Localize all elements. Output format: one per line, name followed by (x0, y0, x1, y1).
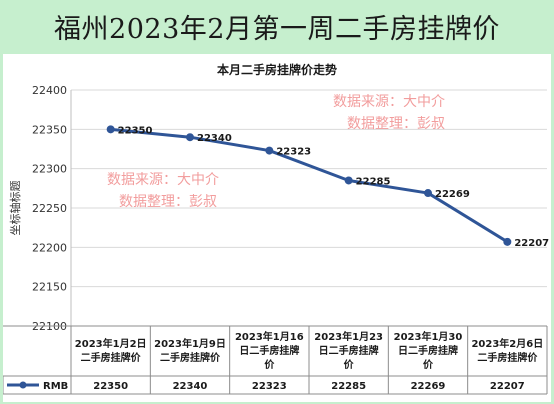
table-value: 22350 (93, 381, 128, 392)
y-tick-label: 22400 (32, 84, 67, 97)
legend-label: RMB (43, 381, 68, 392)
category-label: 日二手房挂牌 (398, 344, 458, 357)
data-point (344, 176, 353, 185)
data-point (265, 146, 274, 155)
chart-panel: 本月二手房挂牌价走势 坐标轴标题 22100 22150 22200 22250 22300… (3, 54, 551, 402)
table-value: 22269 (411, 381, 446, 392)
table-value: 22207 (490, 381, 525, 392)
series-line (110, 127, 509, 244)
category-label: 2023年1月2日 (75, 337, 147, 350)
y-tick-label: 22250 (32, 202, 67, 215)
watermark-source: 数据来源：大中介 (333, 94, 445, 110)
table-value: 22340 (173, 381, 208, 392)
chart-title: 本月二手房挂牌价走势 (217, 62, 337, 77)
data-point (186, 133, 194, 142)
data-label: 22269 (435, 189, 470, 200)
y-tick-label: 22150 (32, 281, 67, 294)
y-tick-label: 22300 (32, 163, 67, 176)
category-label: 价 (344, 359, 355, 371)
category-label: 日二手房挂牌 (239, 344, 299, 357)
category-label: 二手房挂牌价 (477, 351, 538, 364)
data-label: 22340 (197, 133, 232, 144)
title-band: 福州2023年2月第一周二手房挂牌价 (0, 0, 554, 52)
y-tick-label: 22350 (32, 123, 67, 136)
y-axis-title: 坐标轴标题 (8, 181, 22, 236)
data-point (106, 125, 115, 134)
category-label: 二手房挂牌价 (160, 351, 221, 364)
category-label: 日二手房挂牌 (319, 344, 379, 357)
data-label: 22285 (356, 176, 391, 187)
category-label: 价 (423, 359, 434, 371)
data-label: 22207 (514, 238, 549, 249)
y-tick-label: 22200 (32, 241, 67, 254)
page-title: 福州2023年2月第一周二手房挂牌价 (54, 14, 500, 45)
table-value: 22285 (331, 381, 366, 392)
category-label: 2023年1月16 (235, 330, 304, 343)
category-label: 2023年1月30 (394, 330, 463, 343)
table-value: 22323 (252, 381, 287, 392)
watermark-editor: 数据整理：彭叔 (119, 194, 217, 210)
data-point (503, 237, 512, 246)
category-label: 2023年1月23 (314, 330, 383, 343)
data-label: 22350 (118, 125, 153, 136)
category-label: 2023年2月6日 (471, 337, 543, 350)
category-label: 价 (264, 359, 275, 371)
watermark-editor: 数据整理：彭叔 (347, 116, 445, 132)
watermark-source: 数据来源：大中介 (107, 172, 219, 188)
data-point (424, 189, 432, 198)
line-chart: 本月二手房挂牌价走势坐标轴标题2210022150222002225022300… (3, 62, 549, 395)
legend-marker (19, 381, 27, 389)
category-label: 2023年1月9日 (154, 337, 226, 350)
category-label: 二手房挂牌价 (81, 351, 142, 364)
data-label: 22323 (276, 147, 311, 158)
